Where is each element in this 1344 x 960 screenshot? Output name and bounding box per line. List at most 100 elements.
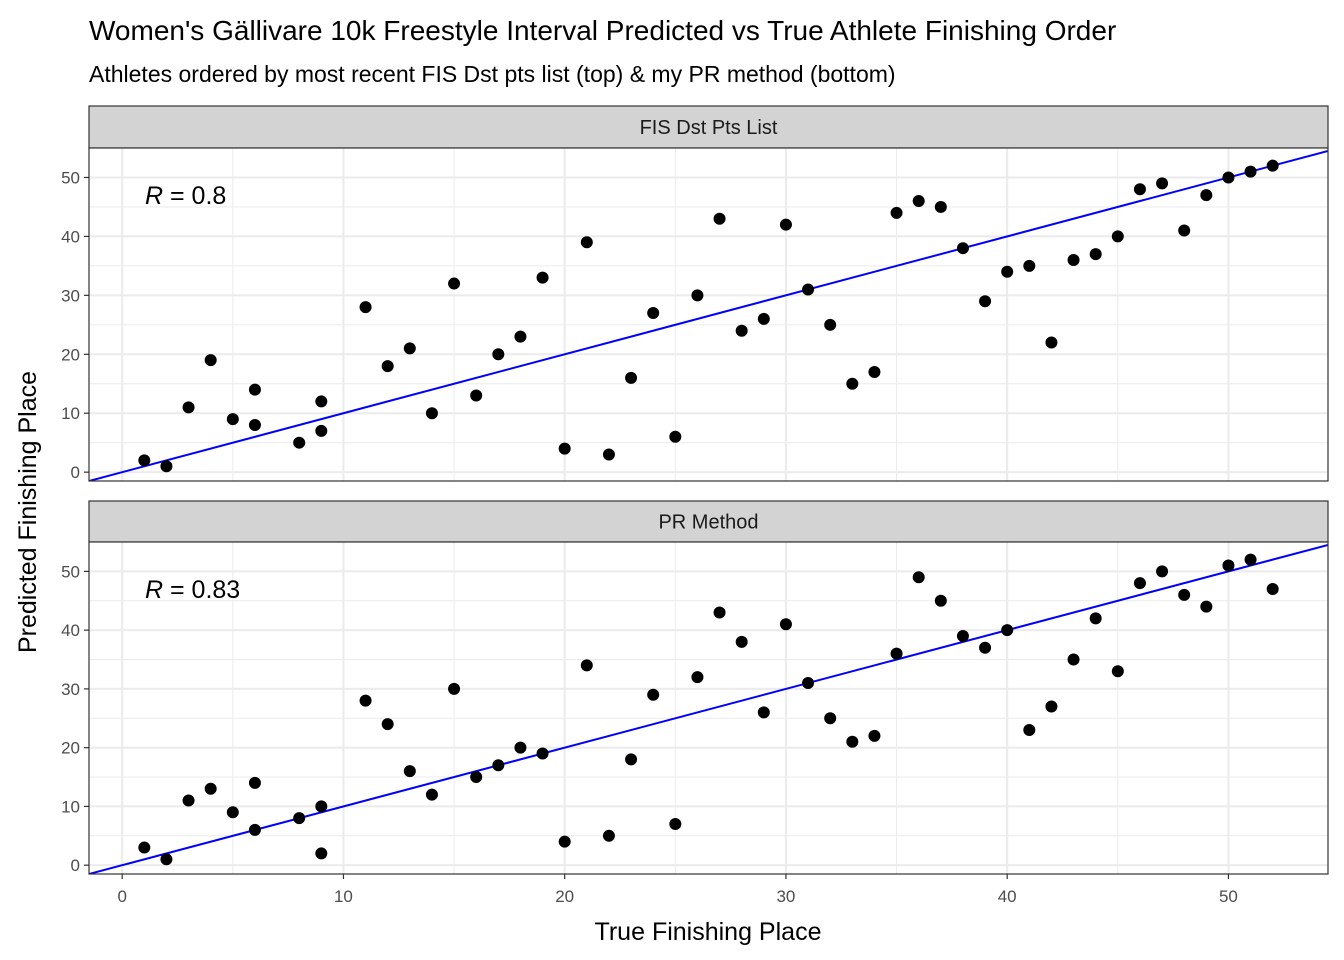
data-point	[226, 806, 239, 819]
data-point	[824, 712, 837, 725]
panel-border	[88, 541, 1329, 875]
data-point	[779, 618, 792, 631]
data-point	[602, 829, 615, 842]
data-point	[293, 436, 306, 449]
facet-strip-label: PR Method	[658, 512, 758, 534]
data-point	[691, 671, 704, 684]
y-tick-label: 50	[61, 562, 80, 581]
x-tick-label: 0	[117, 887, 126, 906]
data-point	[315, 395, 328, 408]
data-point	[846, 377, 859, 390]
data-point	[802, 283, 815, 296]
panel-2: PR Method 0 10 20 30 40 50 0 10 20 30 40 50 R = 0.83	[61, 500, 1329, 906]
data-point	[934, 594, 947, 607]
correlation-label: R = 0.8	[145, 182, 226, 210]
data-point	[956, 242, 969, 255]
data-point	[514, 330, 527, 343]
data-point	[1200, 189, 1213, 202]
chart-title: Women's Gällivare 10k Freestyle Interval…	[89, 15, 1116, 46]
correlation-value: = 0.83	[163, 576, 240, 604]
data-point	[204, 782, 217, 795]
data-point	[625, 371, 638, 384]
chart-subtitle: Athletes ordered by most recent FIS Dst …	[89, 61, 896, 87]
data-point	[1067, 253, 1080, 266]
data-point	[1266, 583, 1279, 596]
data-point	[470, 771, 483, 784]
data-point	[757, 312, 770, 325]
x-tick-label: 50	[1219, 887, 1238, 906]
data-point	[492, 759, 505, 772]
data-point	[381, 360, 394, 373]
data-point	[846, 735, 859, 748]
correlation-symbol: R	[145, 576, 163, 604]
y-tick-label: 40	[61, 227, 80, 246]
data-point	[912, 195, 925, 208]
data-point	[956, 630, 969, 643]
facet-strip	[88, 500, 1329, 543]
data-point	[138, 454, 151, 467]
panel-1: FIS Dst Pts List 0 10 20 30 40 50 R = 0.8	[61, 105, 1329, 482]
data-point	[1222, 559, 1235, 572]
data-point	[425, 788, 438, 801]
data-point	[1001, 265, 1014, 278]
y-axis-label: Predicted Finishing Place	[14, 371, 42, 653]
data-point	[1089, 612, 1102, 625]
data-point	[979, 295, 992, 308]
data-point	[890, 647, 903, 660]
data-point	[514, 741, 527, 754]
data-point	[1222, 171, 1235, 184]
data-point	[182, 794, 195, 807]
data-point	[1111, 230, 1124, 243]
data-point	[647, 688, 660, 701]
data-point	[580, 236, 593, 249]
data-point	[1133, 183, 1146, 196]
data-point	[934, 200, 947, 213]
data-point	[735, 324, 748, 337]
data-point	[226, 413, 239, 426]
y-tick-label: 30	[61, 286, 80, 305]
data-point	[1133, 577, 1146, 590]
data-point	[868, 729, 881, 742]
data-point	[1200, 600, 1213, 613]
data-point	[536, 747, 549, 760]
correlation-value: = 0.8	[163, 182, 226, 210]
y-tick-label: 10	[61, 404, 80, 423]
x-tick-label: 30	[776, 887, 795, 906]
data-point	[1178, 224, 1191, 237]
data-point	[912, 571, 925, 584]
data-point	[558, 442, 571, 455]
regression-line	[89, 149, 1328, 481]
data-point	[248, 776, 261, 789]
x-tick-label: 40	[998, 887, 1017, 906]
data-point	[492, 348, 505, 361]
data-point	[890, 206, 903, 219]
y-tick-label: 0	[71, 463, 80, 482]
data-point	[824, 318, 837, 331]
data-point	[403, 342, 416, 355]
data-point	[1178, 588, 1191, 601]
correlation-symbol: R	[145, 182, 163, 210]
data-point	[138, 841, 151, 854]
data-point	[470, 389, 483, 402]
data-point	[1156, 177, 1169, 190]
data-point	[802, 677, 815, 690]
data-point	[691, 289, 704, 302]
data-point	[580, 659, 593, 672]
data-point	[1156, 565, 1169, 578]
data-point	[425, 407, 438, 420]
data-point	[713, 212, 726, 225]
data-point	[1045, 700, 1058, 713]
y-tick-label: 0	[71, 856, 80, 875]
facet-strip-label: FIS Dst Pts List	[640, 117, 778, 139]
data-point	[1266, 159, 1279, 172]
data-point	[669, 430, 682, 443]
data-point	[1045, 336, 1058, 349]
data-point	[359, 301, 372, 314]
data-point	[381, 718, 394, 731]
y-tick-label: 20	[61, 739, 80, 758]
data-point	[1001, 624, 1014, 637]
y-tick-label: 30	[61, 680, 80, 699]
data-point	[602, 448, 615, 461]
data-point	[315, 424, 328, 437]
